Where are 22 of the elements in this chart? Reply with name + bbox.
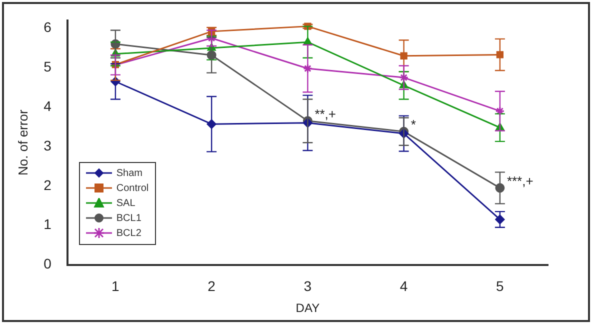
legend-label: Sham — [116, 166, 142, 181]
legend-label: Control — [116, 182, 149, 196]
x-axis-title: DAY — [296, 301, 320, 316]
y-tick-label: 5 — [44, 58, 52, 75]
x-tick-label: 4 — [400, 278, 408, 294]
annotation: ***,+ — [506, 174, 534, 189]
y-tick-label: 4 — [44, 98, 52, 114]
legend-label: BCL1 — [116, 212, 142, 226]
x-tick-label: 3 — [304, 278, 312, 294]
legend-label: BCL2 — [116, 226, 142, 241]
annotation: **,+ — [314, 106, 336, 122]
x-tick-label: 2 — [208, 278, 216, 294]
y-tick-label: 3 — [44, 137, 52, 154]
x-tick-label: 5 — [496, 278, 504, 294]
legend-label: SAL — [116, 196, 136, 211]
y-axis-title: No. of error — [15, 109, 30, 176]
y-tick-label: 2 — [44, 176, 52, 193]
y-tick-label: 1 — [44, 216, 52, 232]
annotation: * — [410, 117, 416, 132]
y-tick-label: 0 — [44, 256, 52, 272]
x-tick-label: 1 — [112, 278, 120, 294]
y-tick-label: 6 — [44, 19, 52, 36]
